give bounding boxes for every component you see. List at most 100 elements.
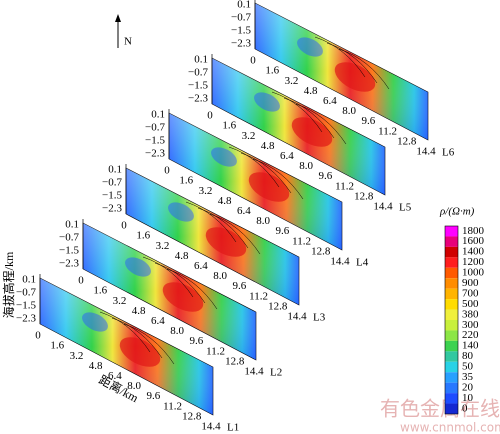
profile-label: L4 <box>356 257 369 269</box>
depth-tick-label: 0.1 <box>151 109 165 121</box>
colorbar-cell <box>445 351 458 362</box>
colorbar-label: 1800 <box>462 225 485 237</box>
colorbar-cell <box>445 309 458 320</box>
distance-tick-label: 12.8 <box>311 245 331 257</box>
depth-tick-label: −2.3 <box>102 203 122 215</box>
depth-tick-label: −2.3 <box>16 313 36 325</box>
distance-tick-label: 1.6 <box>93 285 107 297</box>
contour <box>166 268 218 310</box>
distance-tick-label: 1.6 <box>179 175 193 187</box>
colorbar-cell <box>445 361 458 373</box>
distance-tick-label: 11.2 <box>206 345 225 357</box>
colorbar-cell <box>445 246 458 258</box>
depth-tick-label: −2.3 <box>188 93 208 105</box>
depth-tick-label: 0.1 <box>237 0 251 11</box>
distance-tick-label: 12.8 <box>225 355 245 367</box>
anomaly <box>291 117 333 147</box>
profile-label: L3 <box>313 312 326 324</box>
distance-tick-label: 4.8 <box>175 250 189 262</box>
depth-tick-label: −0.7 <box>59 232 79 244</box>
distance-tick-label: 12.8 <box>397 135 417 147</box>
colorbar-cell <box>445 288 458 300</box>
distance-tick-label: 14.4 <box>244 366 264 378</box>
colorbar-frame <box>444 225 459 415</box>
anomaly <box>297 37 323 57</box>
anomaly <box>125 257 151 277</box>
colorbar-label: 50 <box>462 361 474 373</box>
depth-tick-label: −1.5 <box>145 135 165 147</box>
distance-tick-label: 11.2 <box>292 235 311 247</box>
distance-tick-label: 3.2 <box>199 185 213 197</box>
depth-tick-label: −1.5 <box>59 245 79 257</box>
depth-tick-label: −1.5 <box>16 300 36 312</box>
watermark: 有色金属在线 <box>380 397 500 421</box>
distance-tick-label: 6.4 <box>108 370 122 382</box>
distance-tick-label: 14.4 <box>373 201 393 213</box>
distance-tick-label: 3.2 <box>70 350 84 362</box>
distance-tick-label: 8.0 <box>342 105 356 117</box>
colorbar-cell <box>445 267 458 279</box>
distance-tick-label: 9.6 <box>232 280 246 292</box>
distance-tick-label: 1.6 <box>222 120 236 132</box>
depth-tick-label: −2.3 <box>59 258 79 270</box>
distance-tick-label: 4.8 <box>218 195 232 207</box>
distance-tick-label: 8.0 <box>256 215 270 227</box>
profile-label: L6 <box>442 147 455 159</box>
contour <box>314 36 366 78</box>
colorbar-cell <box>445 330 458 341</box>
colorbar-label: 35 <box>462 371 474 383</box>
contour <box>154 262 206 304</box>
distance-tick-label: 4.8 <box>132 305 146 317</box>
distance-tick-label: 6.4 <box>237 205 251 217</box>
colorbar-cell <box>445 320 458 331</box>
distance-tick-label: 6.4 <box>323 95 337 107</box>
distance-tick-label: 6.4 <box>194 260 208 272</box>
profile: 0.1−0.7−1.5−2.301.63.24.86.48.09.611.212… <box>59 219 282 379</box>
distance-tick-label: 0 <box>164 165 170 177</box>
distance-tick-label: 11.2 <box>249 290 268 302</box>
distance-tick-label: 12.8 <box>354 190 374 202</box>
colorbar-cell <box>445 372 458 383</box>
distance-tick-label: 0 <box>250 55 256 67</box>
profile-label: L1 <box>227 422 239 434</box>
contour <box>228 146 280 188</box>
distance-tick-label: 0 <box>35 330 41 342</box>
colorbar-label: 700 <box>462 287 479 299</box>
y-axis-label: 海拔高程/km <box>1 251 16 318</box>
distance-tick-label: 14.4 <box>330 256 350 268</box>
depth-tick-label: −0.7 <box>102 177 122 189</box>
contour <box>295 103 347 145</box>
depth-tick-label: −1.5 <box>102 190 122 202</box>
anomaly <box>168 202 194 222</box>
depth-tick-label: 0.1 <box>22 274 36 286</box>
distance-tick-label: 0 <box>207 110 213 122</box>
depth-tick-label: 0.1 <box>194 54 208 66</box>
colorbar-label: 1600 <box>462 235 485 247</box>
colorbar-cell <box>445 278 458 289</box>
colorbar-cell <box>445 226 458 237</box>
contour <box>142 256 194 298</box>
contour <box>197 207 249 249</box>
anomaly <box>334 62 376 92</box>
colorbar-label: 380 <box>462 308 479 320</box>
colorbar-cell <box>445 340 458 352</box>
distance-tick-label: 4.8 <box>261 140 275 152</box>
distance-tick-label: 8.0 <box>213 270 227 282</box>
distance-tick-label: 0 <box>78 275 84 287</box>
distance-tick-label: 14.4 <box>416 146 436 158</box>
colorbar-title: ρ/(Ω·m) <box>439 206 475 218</box>
north-label: N <box>124 36 132 48</box>
profile: 0.1−0.7−1.5−2.301.63.24.86.48.09.611.212… <box>188 54 412 214</box>
anomaly <box>119 337 161 367</box>
distance-tick-label: 9.6 <box>361 115 375 127</box>
distance-tick-label: 1.6 <box>265 65 279 77</box>
distance-tick-label: 8.0 <box>127 380 141 392</box>
depth-tick-label: −2.3 <box>231 38 251 50</box>
colorbar-cell <box>445 382 458 394</box>
profile-label: L2 <box>270 367 282 379</box>
distance-tick-label: 3.2 <box>285 75 299 87</box>
profile: 0.1−0.7−1.5−2.301.63.24.86.48.09.611.212… <box>231 0 455 159</box>
distance-tick-label: 11.2 <box>378 125 397 137</box>
colorbar-label: 500 <box>462 298 479 310</box>
distance-tick-label: 12.8 <box>268 300 288 312</box>
